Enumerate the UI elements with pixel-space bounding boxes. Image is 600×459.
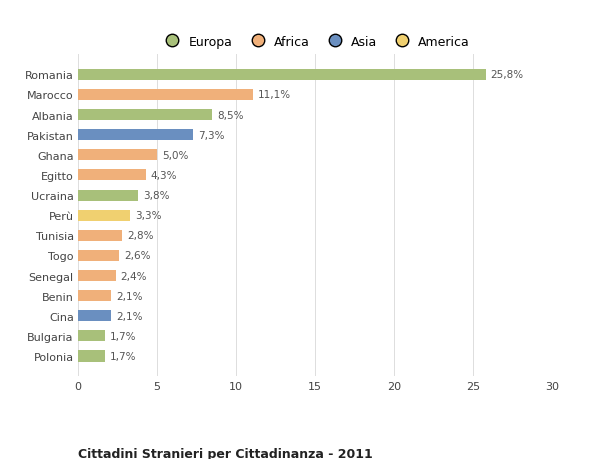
Text: 2,1%: 2,1% bbox=[116, 311, 142, 321]
Text: 4,3%: 4,3% bbox=[151, 171, 177, 180]
Bar bbox=[78, 190, 138, 201]
Bar bbox=[78, 170, 146, 181]
Text: 7,3%: 7,3% bbox=[198, 130, 224, 140]
Text: 2,1%: 2,1% bbox=[116, 291, 142, 301]
Text: Cittadini Stranieri per Cittadinanza - 2011: Cittadini Stranieri per Cittadinanza - 2… bbox=[78, 447, 373, 459]
Bar bbox=[78, 210, 130, 221]
Legend: Europa, Africa, Asia, America: Europa, Africa, Asia, America bbox=[160, 36, 470, 49]
Text: 3,3%: 3,3% bbox=[135, 211, 161, 221]
Text: 2,6%: 2,6% bbox=[124, 251, 151, 261]
Bar bbox=[78, 250, 119, 262]
Text: 11,1%: 11,1% bbox=[258, 90, 291, 100]
Text: 8,5%: 8,5% bbox=[217, 110, 244, 120]
Bar bbox=[78, 110, 212, 121]
Text: 1,7%: 1,7% bbox=[110, 331, 136, 341]
Text: 3,8%: 3,8% bbox=[143, 190, 169, 201]
Bar bbox=[78, 230, 122, 241]
Bar bbox=[78, 330, 105, 341]
Bar bbox=[78, 70, 485, 81]
Bar bbox=[78, 130, 193, 141]
Text: 1,7%: 1,7% bbox=[110, 351, 136, 361]
Bar bbox=[78, 311, 111, 322]
Bar bbox=[78, 90, 253, 101]
Text: 2,4%: 2,4% bbox=[121, 271, 147, 281]
Text: 2,8%: 2,8% bbox=[127, 231, 154, 241]
Bar bbox=[78, 150, 157, 161]
Text: 25,8%: 25,8% bbox=[490, 70, 524, 80]
Bar bbox=[78, 351, 105, 362]
Bar bbox=[78, 291, 111, 302]
Text: 5,0%: 5,0% bbox=[162, 151, 188, 161]
Bar bbox=[78, 270, 116, 281]
